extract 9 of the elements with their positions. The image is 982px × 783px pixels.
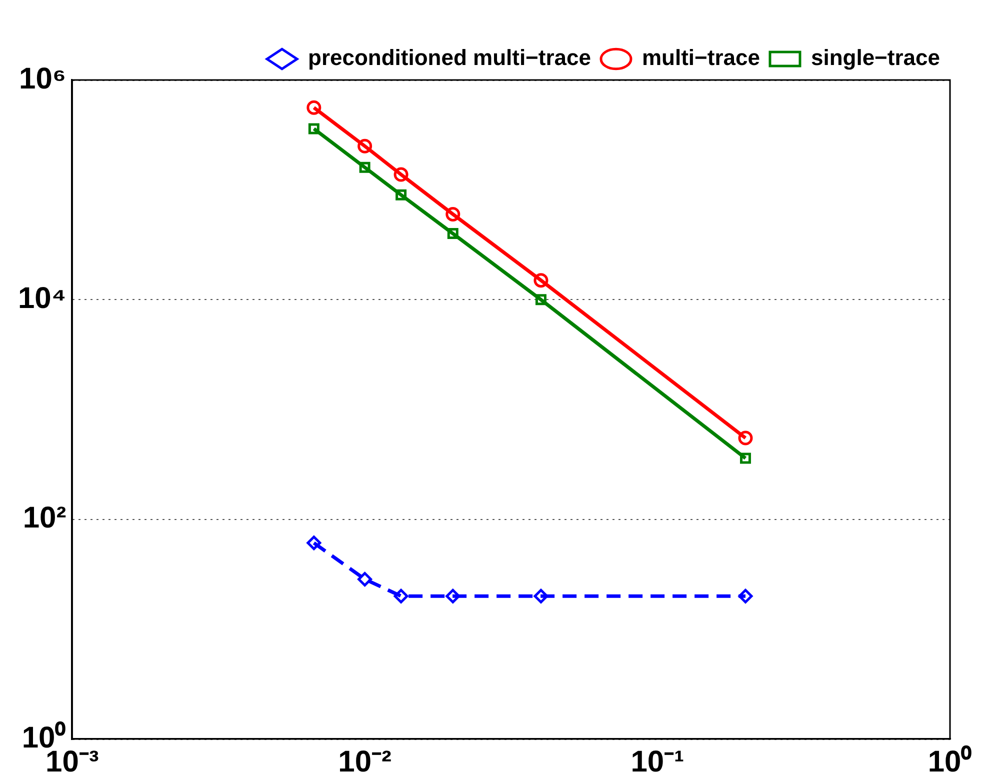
x-tick-label: 10⁻² <box>338 745 392 778</box>
x-tick-label: 10⁰ <box>928 744 972 778</box>
y-tick-label: 10⁶ <box>19 62 66 96</box>
x-tick-label: 10⁻¹ <box>630 745 684 778</box>
legend-label: single−trace <box>810 45 940 70</box>
legend-label: multi−trace <box>642 45 760 70</box>
legend-label: preconditioned multi−trace <box>308 45 591 70</box>
y-tick-label: 10⁴ <box>18 282 66 315</box>
y-tick-label: 10² <box>22 502 66 535</box>
